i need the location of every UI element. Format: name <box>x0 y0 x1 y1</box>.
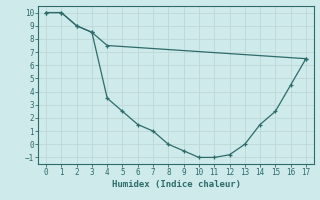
X-axis label: Humidex (Indice chaleur): Humidex (Indice chaleur) <box>111 180 241 189</box>
